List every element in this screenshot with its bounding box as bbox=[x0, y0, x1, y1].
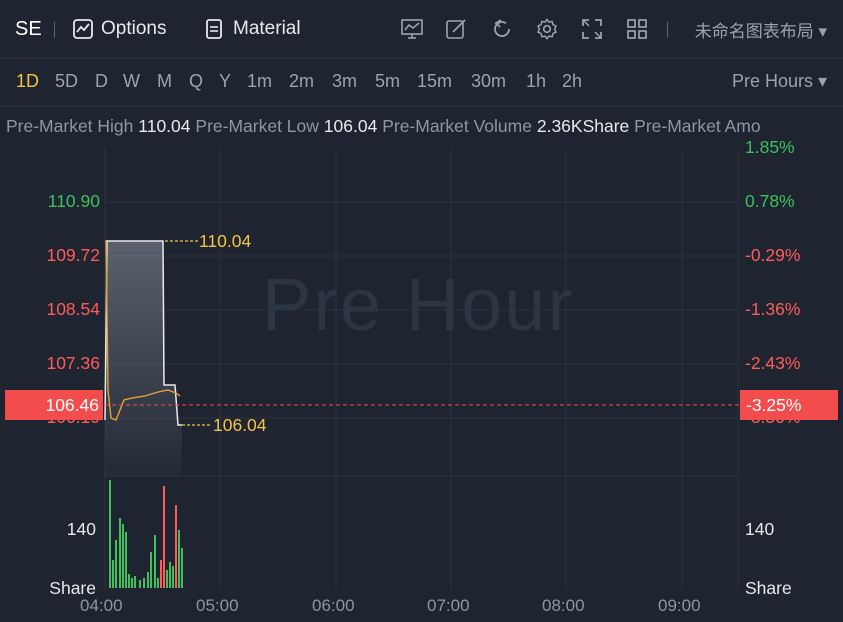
layout-grid-icon[interactable] bbox=[624, 16, 650, 42]
period-d[interactable]: D bbox=[95, 71, 108, 91]
period-2m[interactable]: 2m bbox=[289, 71, 315, 91]
x-axis-label: 05:00 bbox=[196, 596, 239, 615]
top-toolbar: SE Options Material 未命名图表布局 ▾ bbox=[0, 0, 843, 59]
volume-value: 2.36KShare bbox=[536, 116, 630, 136]
y-axis-right-label: -0.29% bbox=[745, 245, 801, 265]
fullscreen-icon[interactable] bbox=[579, 16, 605, 42]
period-y[interactable]: Y bbox=[219, 71, 232, 91]
ticker-symbol[interactable]: SE bbox=[15, 17, 42, 40]
settings-gear-icon[interactable] bbox=[534, 16, 560, 42]
period-2h[interactable]: 2h bbox=[562, 71, 583, 91]
x-axis-label: 08:00 bbox=[542, 596, 585, 615]
period-q[interactable]: Q bbox=[189, 71, 204, 91]
period-1h[interactable]: 1h bbox=[526, 71, 547, 91]
material-label: Material bbox=[233, 18, 301, 39]
session-dropdown[interactable]: Pre Hours ▾ bbox=[731, 71, 827, 91]
x-axis-label: 06:00 bbox=[312, 596, 355, 615]
volume-axis-left-unit: Share bbox=[49, 578, 96, 598]
indicator-chart-icon bbox=[73, 19, 93, 39]
price-area bbox=[105, 241, 182, 476]
amount-label: Pre-Market Amo bbox=[634, 116, 761, 136]
avg-price-line bbox=[105, 239, 181, 421]
period-30m[interactable]: 30m bbox=[471, 71, 507, 91]
grid bbox=[104, 148, 739, 590]
period-1d[interactable]: 1D bbox=[16, 71, 40, 91]
material-button[interactable]: Material bbox=[203, 0, 301, 58]
draw-pen-icon[interactable] bbox=[443, 16, 469, 42]
pre-market-stats: Pre-Market High 110.04 Pre-Market Low 10… bbox=[0, 107, 843, 145]
layout-dropdown[interactable]: 未命名图表布局 ▾ bbox=[694, 21, 827, 41]
low-price-annotation: 106.04 bbox=[213, 415, 267, 435]
y-axis-right-label: -2.43% bbox=[745, 353, 801, 373]
price-line bbox=[104, 240, 182, 426]
volume-axis-right-value: 140 bbox=[745, 519, 775, 539]
period-15m[interactable]: 15m bbox=[417, 71, 453, 91]
volume-axis-right-unit: Share bbox=[745, 578, 792, 598]
period-bar: 1D 5D D W M Q Y 1m 2m 3m 5m 15m 30m 1h 2… bbox=[0, 59, 843, 107]
y-axis-left-label: 110.90 bbox=[47, 191, 100, 211]
y-axis-left-label: 109.72 bbox=[46, 245, 100, 265]
period-5m[interactable]: 5m bbox=[375, 71, 401, 91]
toolbar-divider bbox=[54, 22, 55, 38]
period-w[interactable]: W bbox=[123, 71, 140, 91]
high-value: 110.04 bbox=[138, 116, 191, 136]
y-axis-left-label: 107.36 bbox=[46, 353, 100, 373]
y-axis-right-label: 0.78% bbox=[745, 191, 795, 211]
options-label: Options bbox=[101, 18, 167, 39]
high-price-annotation: 110.04 bbox=[199, 231, 252, 251]
x-axis-label: 07:00 bbox=[427, 596, 470, 615]
y-axis-right-label: 1.85% bbox=[745, 137, 795, 157]
refresh-icon[interactable] bbox=[489, 16, 515, 42]
y-axis-right-label: -1.36% bbox=[745, 299, 801, 319]
high-label: Pre-Market High bbox=[6, 116, 134, 136]
low-value: 106.04 bbox=[323, 116, 378, 136]
current-price-tag: 106.46 bbox=[5, 390, 103, 420]
options-button[interactable]: Options bbox=[72, 0, 166, 58]
x-axis-label: 09:00 bbox=[658, 596, 701, 615]
volume-axis-left-value: 140 bbox=[66, 519, 96, 539]
document-icon bbox=[206, 19, 222, 39]
volume-bars bbox=[109, 480, 183, 588]
low-label: Pre-Market Low bbox=[195, 116, 319, 136]
period-1m[interactable]: 1m bbox=[247, 71, 273, 91]
period-3m[interactable]: 3m bbox=[332, 71, 358, 91]
period-m[interactable]: M bbox=[157, 71, 172, 91]
volume-label: Pre-Market Volume bbox=[382, 116, 532, 136]
toolbar-divider bbox=[667, 22, 668, 38]
x-axis-label: 04:00 bbox=[80, 596, 123, 615]
chart-indicator-icon[interactable] bbox=[399, 16, 425, 42]
period-5d[interactable]: 5D bbox=[55, 71, 79, 91]
pre-hour-watermark: Pre Hour bbox=[262, 263, 575, 346]
y-axis-left-label: 108.54 bbox=[46, 299, 100, 319]
current-percent-tag: -3.25% bbox=[740, 390, 838, 420]
